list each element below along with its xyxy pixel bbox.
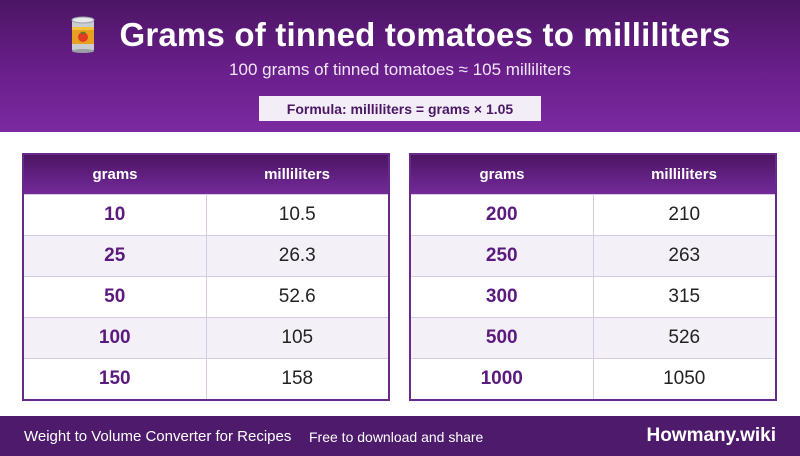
footer-tagline: Weight to Volume Converter for Recipes: [24, 428, 292, 445]
milliliters-cell: 26.3: [278, 245, 316, 266]
subtitle: 100 grams of tinned tomatoes ≈ 105 milli…: [229, 60, 571, 79]
grams-cell: 250: [411, 236, 594, 276]
grams-cell: 300: [411, 277, 594, 317]
milliliters-cell: 263: [668, 245, 701, 266]
conversion-table-left: grams milliliters 10 10.5 25 26.3 50 52.…: [22, 153, 390, 401]
table-row: 500 526: [411, 317, 775, 358]
table-row: 25 26.3: [24, 235, 388, 276]
grams-cell: 50: [24, 277, 207, 317]
milliliters-cell: 526: [668, 327, 701, 348]
footer-note: Free to download and share: [309, 429, 484, 445]
milliliters-cell: 10.5: [278, 204, 316, 225]
formula-box: Formula: milliliters = grams × 1.05: [259, 96, 541, 121]
milliliters-cell: 315: [668, 286, 701, 307]
table-row: 300 315: [411, 276, 775, 317]
title-row: Grams of tinned tomatoes to milliliters: [0, 12, 800, 58]
table-row: 10 10.5: [24, 194, 388, 235]
grams-cell: 200: [411, 195, 594, 235]
grams-cell: 500: [411, 318, 594, 358]
conversion-table-right: grams milliliters 200 210 250 263 300 31…: [409, 153, 777, 401]
milliliters-cell: 158: [281, 368, 314, 389]
brand-logo-text[interactable]: Howmany.wiki: [646, 425, 776, 446]
table-header: grams milliliters: [411, 155, 775, 194]
table-row: 150 158: [24, 358, 388, 399]
milliliters-cell: 52.6: [278, 286, 316, 307]
grams-cell: 25: [24, 236, 207, 276]
table-row: 1000 1050: [411, 358, 775, 399]
column-header-grams: grams: [92, 166, 138, 183]
table-row: 50 52.6: [24, 276, 388, 317]
grams-cell: 10: [24, 195, 207, 235]
milliliters-cell: 210: [668, 204, 701, 225]
table-row: 200 210: [411, 194, 775, 235]
grams-cell: 100: [24, 318, 207, 358]
milliliters-cell: 105: [281, 327, 314, 348]
table-row: 100 105: [24, 317, 388, 358]
column-header-milliliters: milliliters: [264, 166, 330, 183]
header-banner: Grams of tinned tomatoes to milliliters …: [0, 0, 800, 132]
grams-cell: 1000: [411, 359, 594, 399]
grams-cell: 150: [24, 359, 207, 399]
page-title: Grams of tinned tomatoes to milliliters: [119, 16, 731, 53]
column-header-milliliters: milliliters: [651, 166, 717, 183]
table-row: 250 263: [411, 235, 775, 276]
table-header: grams milliliters: [24, 155, 388, 194]
footer-bar: Weight to Volume Converter for Recipes F…: [0, 416, 800, 456]
tin-can-icon: [71, 16, 95, 53]
column-header-grams: grams: [479, 166, 525, 183]
milliliters-cell: 1050: [663, 368, 706, 389]
